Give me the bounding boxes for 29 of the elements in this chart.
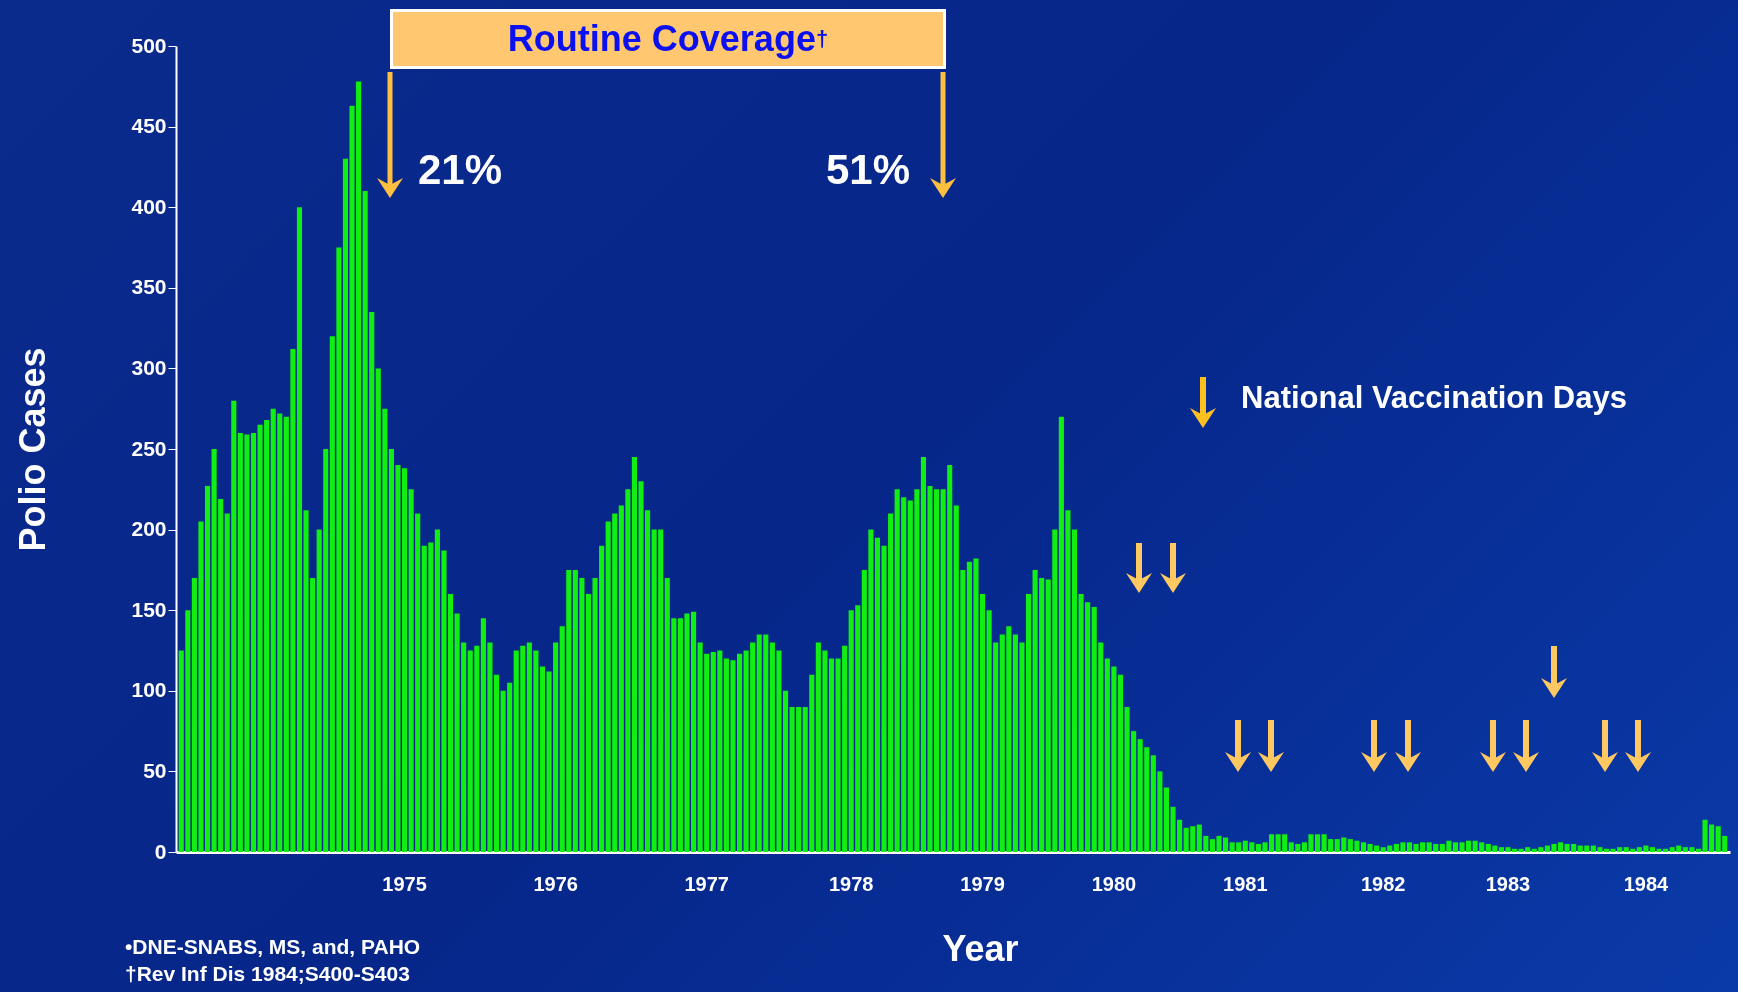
annotation: National Vaccination Days	[1241, 380, 1627, 416]
y-tick-label: 100	[131, 678, 167, 702]
y-tick-label: 350	[131, 275, 167, 299]
x-tick-label: 1976	[533, 872, 578, 895]
annotation: 21%	[418, 146, 503, 194]
x-axis-title: Year	[942, 927, 1019, 969]
y-tick-label: 300	[131, 355, 167, 379]
x-tick-label: 1979	[960, 872, 1005, 895]
x-tick-label: 1977	[684, 872, 729, 895]
y-tick-label: 500	[131, 33, 167, 57]
y-tick-label: 150	[131, 597, 167, 621]
y-tick-label: 400	[131, 194, 167, 218]
y-tick-label: 200	[131, 517, 167, 541]
x-tick-label: 1982	[1360, 872, 1406, 895]
x-tick-label: 1983	[1485, 872, 1531, 895]
annotation: 51%	[826, 146, 911, 194]
x-tick-label: 1980	[1091, 872, 1137, 895]
y-axis-title: Polio Cases	[11, 347, 53, 552]
y-tick-label: 50	[143, 758, 167, 782]
x-tick-label: 1978	[828, 872, 874, 895]
x-tick-label: 1984	[1623, 872, 1670, 895]
y-tick-label: 0	[154, 839, 167, 863]
y-tick-label: 450	[131, 114, 167, 138]
text: •DNE-SNABS, MS, and, PAHO	[125, 935, 421, 959]
callout-box: Routine Coverage$^{†}$	[390, 9, 946, 69]
x-tick-label: 1975	[382, 872, 427, 895]
text: †Rev Inf Dis 1984;S400-S403	[125, 962, 410, 986]
x-tick-label: 1981	[1223, 872, 1268, 895]
y-tick-label: 250	[131, 436, 167, 460]
